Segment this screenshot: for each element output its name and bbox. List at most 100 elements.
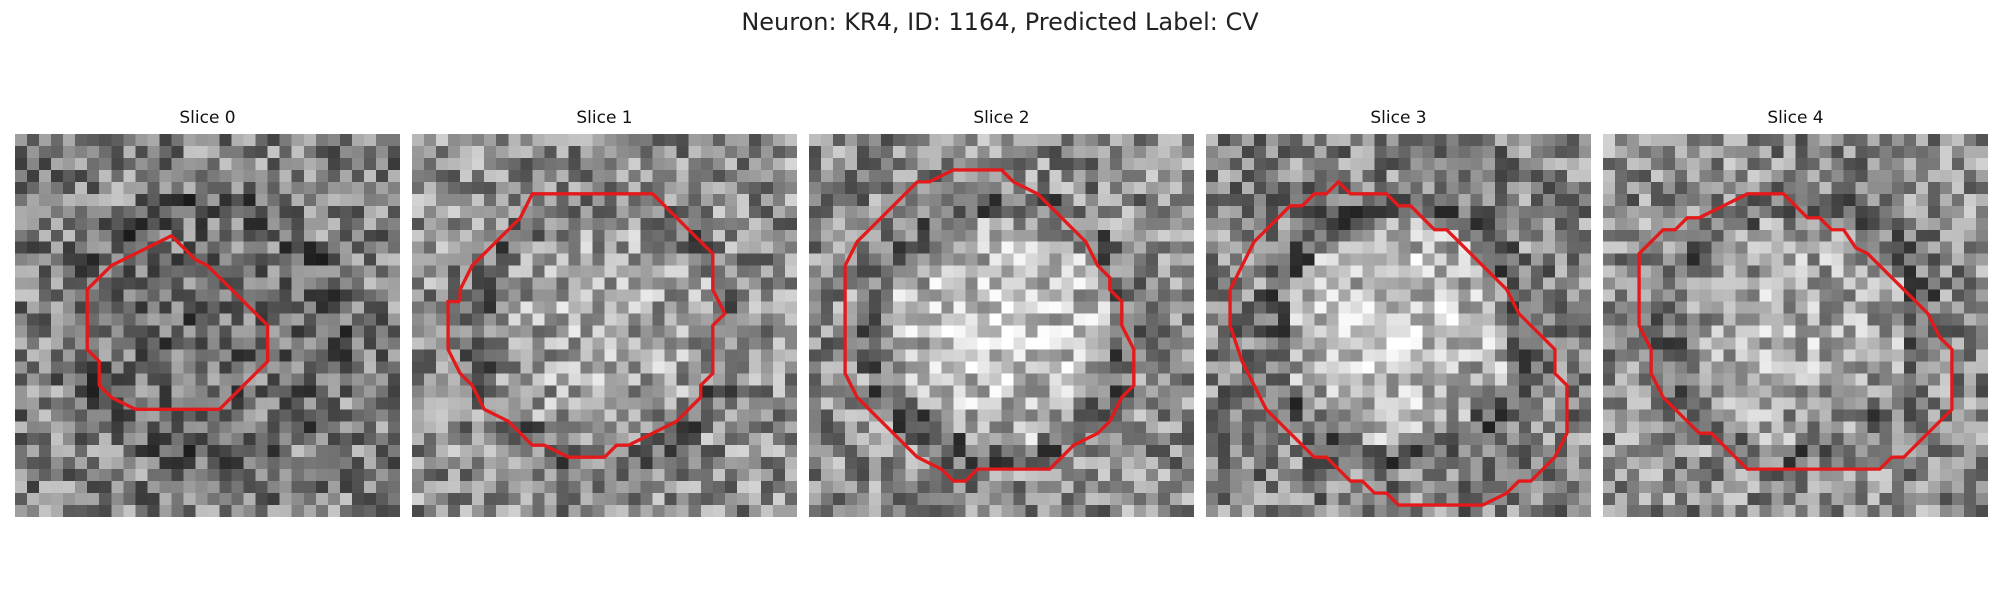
pixel (1302, 277, 1315, 290)
pixel (1843, 325, 1856, 338)
pixel (1482, 337, 1495, 350)
pixel (1699, 253, 1712, 266)
pixel (484, 193, 497, 207)
pixel (1133, 445, 1147, 458)
pixel (664, 265, 677, 278)
pixel (171, 385, 184, 398)
pixel (231, 373, 244, 386)
pixel (1145, 265, 1159, 278)
pixel (27, 157, 40, 171)
pixel (676, 193, 689, 207)
pixel (1843, 253, 1856, 266)
pixel (291, 505, 304, 517)
pixel (219, 493, 232, 506)
pixel (1085, 277, 1098, 290)
pixel (1771, 181, 1784, 195)
pixel (1398, 134, 1411, 147)
pixel (1939, 157, 1953, 171)
pixel (1314, 277, 1327, 290)
pixel (195, 169, 208, 183)
pixel (1049, 301, 1062, 314)
pixel (291, 457, 304, 470)
pixel (1254, 373, 1267, 386)
pixel (99, 217, 112, 230)
pixel (845, 505, 858, 517)
pixel (1181, 409, 1194, 422)
pixel (375, 325, 389, 338)
pixel (1061, 253, 1074, 266)
pixel (1434, 469, 1447, 482)
pixel (1831, 229, 1844, 242)
pixel (1639, 409, 1652, 422)
pixel (436, 253, 449, 266)
pixel (1807, 217, 1820, 230)
pixel (953, 313, 966, 326)
pixel (1566, 361, 1580, 374)
pixel (460, 229, 473, 242)
pixel (1278, 181, 1291, 195)
pixel (1338, 289, 1351, 302)
pixel (1963, 169, 1977, 183)
pixel (1061, 169, 1074, 183)
pixel (1157, 445, 1171, 458)
pixel (833, 469, 846, 482)
pixel (784, 445, 797, 458)
pixel (1338, 373, 1351, 386)
pixel (1181, 217, 1194, 230)
pixel (977, 157, 990, 171)
pixel (472, 337, 485, 350)
pixel (532, 157, 545, 171)
pixel (1218, 385, 1231, 398)
pixel (1807, 349, 1820, 362)
pixel (484, 217, 497, 230)
pixel (1915, 193, 1929, 207)
pixel (1783, 217, 1796, 230)
pixel (652, 361, 665, 374)
pixel (556, 361, 569, 374)
pixel (1554, 361, 1568, 374)
pixel (1434, 301, 1447, 314)
pixel (712, 421, 726, 434)
pixel (724, 313, 738, 326)
pixel (1542, 265, 1556, 278)
pixel (1302, 361, 1315, 374)
pixel (917, 481, 930, 494)
pixel (640, 349, 653, 362)
pixel (147, 313, 160, 326)
pixel (1169, 217, 1183, 230)
pixel (1711, 373, 1724, 386)
pixel (1807, 145, 1820, 159)
pixel (1230, 361, 1243, 374)
pixel (532, 457, 545, 470)
pixel (1675, 265, 1688, 278)
pixel (965, 277, 978, 290)
pixel (1013, 145, 1026, 159)
pixel (1362, 337, 1375, 350)
pixel (809, 445, 822, 458)
pixel (1434, 193, 1447, 207)
pixel (1831, 445, 1844, 458)
pixel (1350, 409, 1363, 422)
pixel (159, 217, 172, 230)
pixel (1530, 481, 1544, 494)
pixel (1326, 481, 1339, 494)
pixel (1723, 205, 1736, 219)
pixel (664, 289, 677, 302)
pixel (556, 469, 569, 482)
pixel (1615, 265, 1628, 278)
pixel (544, 181, 557, 195)
pixel (1771, 349, 1784, 362)
pixel (1314, 301, 1327, 314)
pixel (520, 337, 533, 350)
pixel (291, 361, 304, 374)
pixel (1350, 397, 1363, 410)
pixel (1915, 289, 1929, 302)
pixel (556, 301, 569, 314)
pixel (460, 337, 473, 350)
pixel (1518, 181, 1532, 195)
pixel (1206, 421, 1219, 434)
pixel (1542, 397, 1556, 410)
pixel (1903, 193, 1917, 207)
pixel (857, 265, 870, 278)
pixel (1506, 205, 1520, 219)
